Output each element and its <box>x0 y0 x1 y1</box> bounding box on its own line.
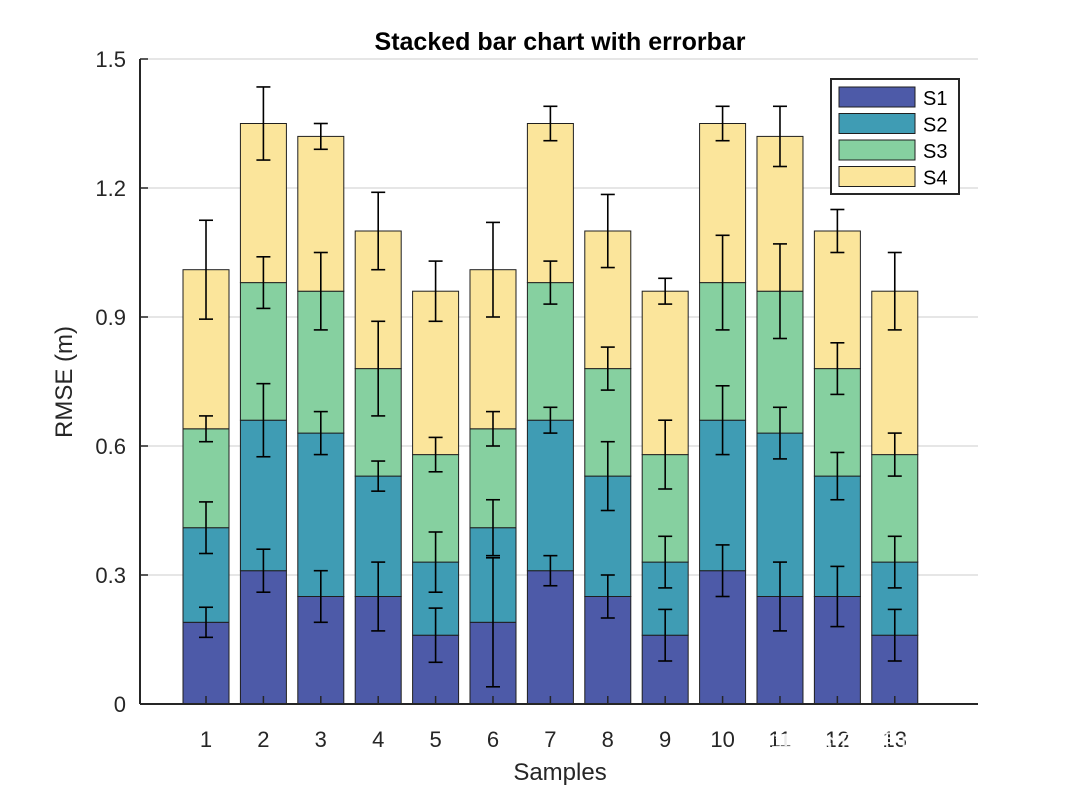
y-tick-label: 1.2 <box>95 176 126 201</box>
legend-label: S2 <box>923 115 947 137</box>
x-tick-label: 1 <box>200 727 212 752</box>
axes <box>139 58 978 705</box>
x-tick-label: 2 <box>257 727 269 752</box>
x-tick-label: 12 <box>825 727 849 752</box>
x-tick-label: 6 <box>487 727 499 752</box>
bar-segment <box>526 419 574 572</box>
bar-segment <box>526 282 574 421</box>
x-tick-label: 11 <box>769 727 792 752</box>
legend-swatch <box>838 166 916 187</box>
x-tick-label: 7 <box>544 727 556 752</box>
legend-label: S3 <box>923 141 947 163</box>
bar-segment <box>297 432 345 597</box>
x-axis-title: Samples <box>513 759 606 786</box>
legend-swatch <box>838 113 916 134</box>
y-tick-labels: 0 0.3 0.6 0.9 1.2 1.5 <box>95 47 126 717</box>
y-tick-label: 1.5 <box>95 47 126 72</box>
x-tick-labels: 1 2 3 4 5 6 7 8 9 10 11 12 13 <box>200 727 907 752</box>
x-tick-label: 5 <box>429 727 441 752</box>
chart-title: Stacked bar chart with errorbar <box>375 28 746 56</box>
legend-label: S4 <box>923 168 947 190</box>
x-tick-label: 3 <box>315 727 327 752</box>
y-tick-label: 0.9 <box>95 305 126 330</box>
legend: S1 S2 S3 S4 <box>830 78 960 195</box>
x-tick-label: 8 <box>602 727 614 752</box>
bar-segment <box>526 123 574 284</box>
error-bars <box>199 86 902 688</box>
x-tick-label: 10 <box>710 727 734 752</box>
y-tick-label: 0.3 <box>95 563 126 588</box>
legend-label: S1 <box>923 88 947 110</box>
watermark-text: 知乎 @阿昆的科研日常 <box>740 730 1050 765</box>
x-tick-label: 9 <box>659 727 671 752</box>
x-tick-label: 13 <box>883 727 907 752</box>
x-tick-label: 4 <box>372 727 384 752</box>
y-tick-label: 0.6 <box>95 434 126 459</box>
legend-swatch <box>838 139 916 161</box>
y-tick-label: 0 <box>114 692 126 717</box>
y-axis-title: RMSE (m) <box>51 326 78 438</box>
bar-segment <box>526 570 574 705</box>
legend-swatch <box>838 86 916 108</box>
